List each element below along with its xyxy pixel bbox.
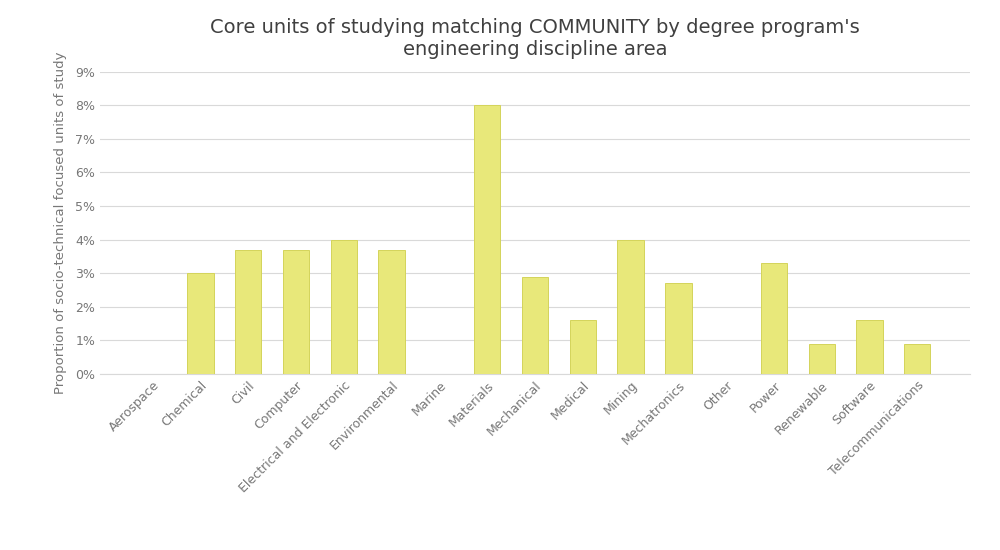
Bar xyxy=(904,344,930,374)
Title: Core units of studying matching COMMUNITY by degree program's
engineering discip: Core units of studying matching COMMUNIT… xyxy=(210,18,860,59)
Bar xyxy=(665,283,692,374)
Bar xyxy=(570,320,596,374)
Bar xyxy=(474,105,500,374)
Bar xyxy=(809,344,835,374)
Bar xyxy=(283,250,309,374)
Bar xyxy=(378,250,405,374)
Bar xyxy=(761,263,787,374)
Bar xyxy=(856,320,883,374)
Y-axis label: Proportion of socio-technical focused units of study: Proportion of socio-technical focused un… xyxy=(54,52,67,394)
Bar xyxy=(235,250,261,374)
Bar xyxy=(617,240,644,374)
Bar xyxy=(331,240,357,374)
Bar xyxy=(522,277,548,374)
Bar xyxy=(187,273,214,374)
